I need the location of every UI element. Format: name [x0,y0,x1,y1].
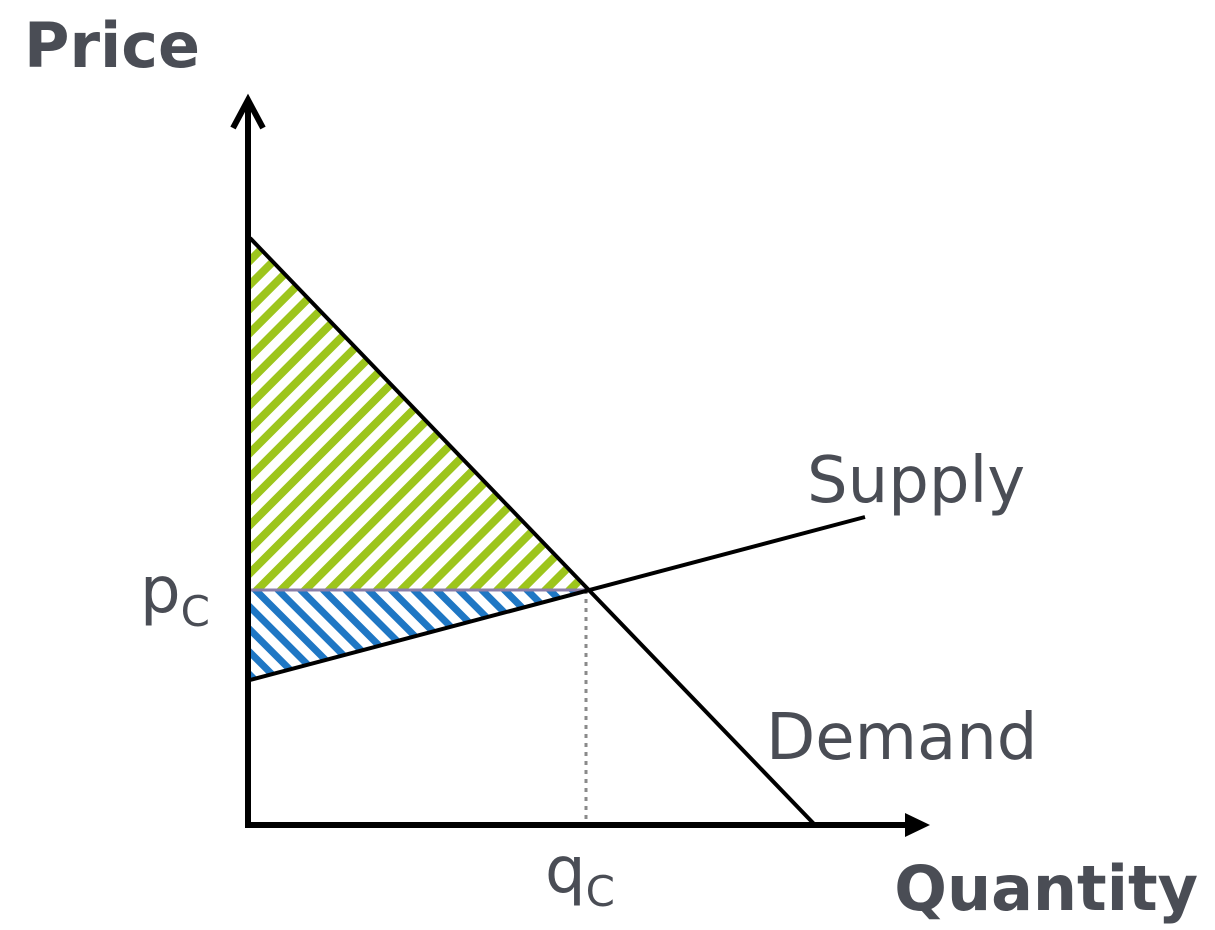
supply-curve [249,515,866,682]
supply-label: Supply [807,444,1025,518]
x-axis-title: Quantity [894,852,1198,925]
equilibrium-quantity-label: qC [545,834,615,916]
x-axis-arrow [905,813,930,837]
demand-curve [248,236,817,827]
equilibrium-price-label: pC [140,554,210,636]
y-axis-arrow [230,93,266,130]
demand-label: Demand [766,701,1037,775]
y-axis-title: Price [24,9,200,82]
